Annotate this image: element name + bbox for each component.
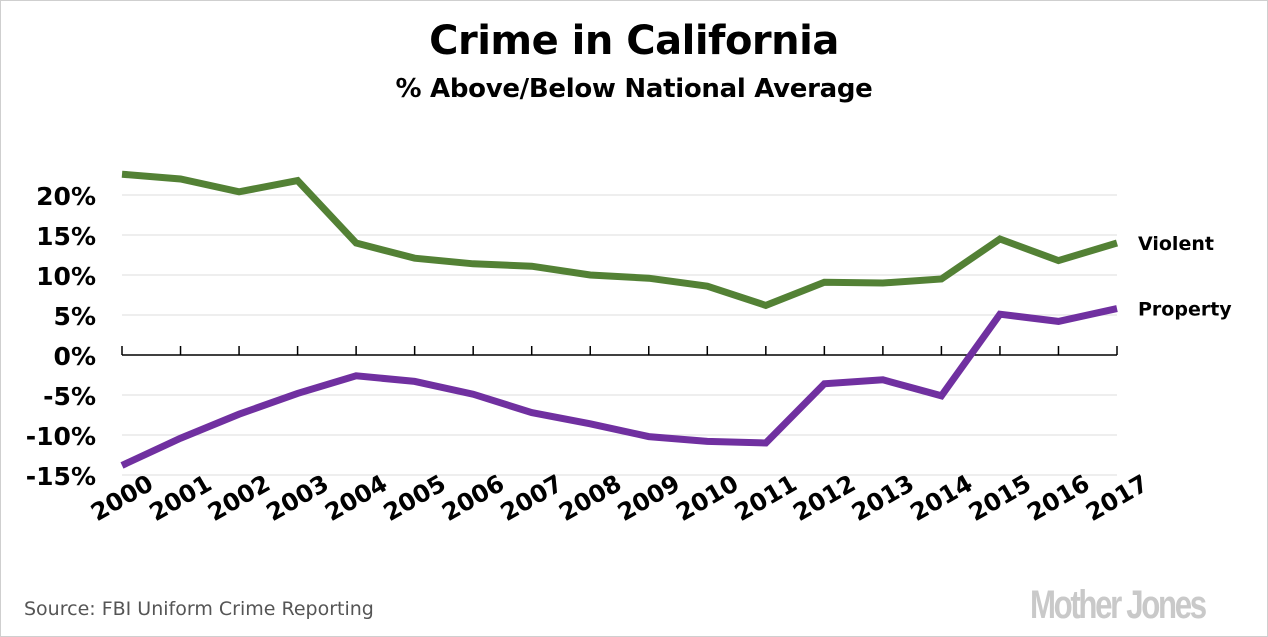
y-tick-label: 10% <box>36 262 96 291</box>
x-tick-label: 2001 <box>145 469 217 527</box>
y-tick-label: -5% <box>43 382 96 411</box>
x-tick-label: 2012 <box>788 469 860 527</box>
x-tick-label: 2017 <box>1081 469 1153 527</box>
x-tick-label: 2008 <box>554 469 626 527</box>
x-tick-label: 2004 <box>320 469 392 527</box>
x-tick-label: 2015 <box>964 469 1036 527</box>
y-tick-label: -15% <box>26 462 96 491</box>
x-tick-label: 2009 <box>613 469 685 527</box>
x-tick-label: 2000 <box>86 469 158 527</box>
x-tick-label: 2005 <box>379 469 451 527</box>
legend: Violent Property <box>1138 233 1232 321</box>
series-line-violent <box>121 170 1119 310</box>
y-tick-label: 5% <box>54 302 96 331</box>
series-lines <box>120 170 1119 469</box>
y-tick-label: 15% <box>36 222 96 251</box>
x-tick-label: 2016 <box>1023 469 1095 527</box>
x-tick-label: 2010 <box>671 469 743 527</box>
series-line-property <box>120 305 1118 469</box>
x-tick-label: 2011 <box>730 469 802 527</box>
x-axis <box>121 346 1118 356</box>
x-tick-label: 2013 <box>847 469 919 527</box>
y-tick-label: -10% <box>26 422 96 451</box>
chart-subtitle: % Above/Below National Average <box>395 74 873 104</box>
x-tick-label: 2006 <box>437 469 509 527</box>
y-axis-tick-labels: 20% 15% 10% 5% 0% -5% -10% -15% <box>26 182 96 491</box>
x-tick-label: 2003 <box>262 469 334 527</box>
y-tick-label: 20% <box>36 182 96 211</box>
x-tick-label: 2007 <box>496 469 568 527</box>
x-tick-label: 2002 <box>203 469 275 527</box>
y-tick-label: 0% <box>54 342 96 371</box>
mother-jones-logo: Mother Jones <box>1030 583 1207 627</box>
x-axis-tick-labels: 2000200120022003200420052006200720082009… <box>86 469 1153 527</box>
source-note: Source: FBI Uniform Crime Reporting <box>24 598 374 620</box>
legend-label-violent: Violent <box>1138 233 1214 255</box>
chart-title: Crime in California <box>429 18 839 64</box>
legend-label-property: Property <box>1138 299 1232 321</box>
x-tick-label: 2014 <box>905 469 977 527</box>
